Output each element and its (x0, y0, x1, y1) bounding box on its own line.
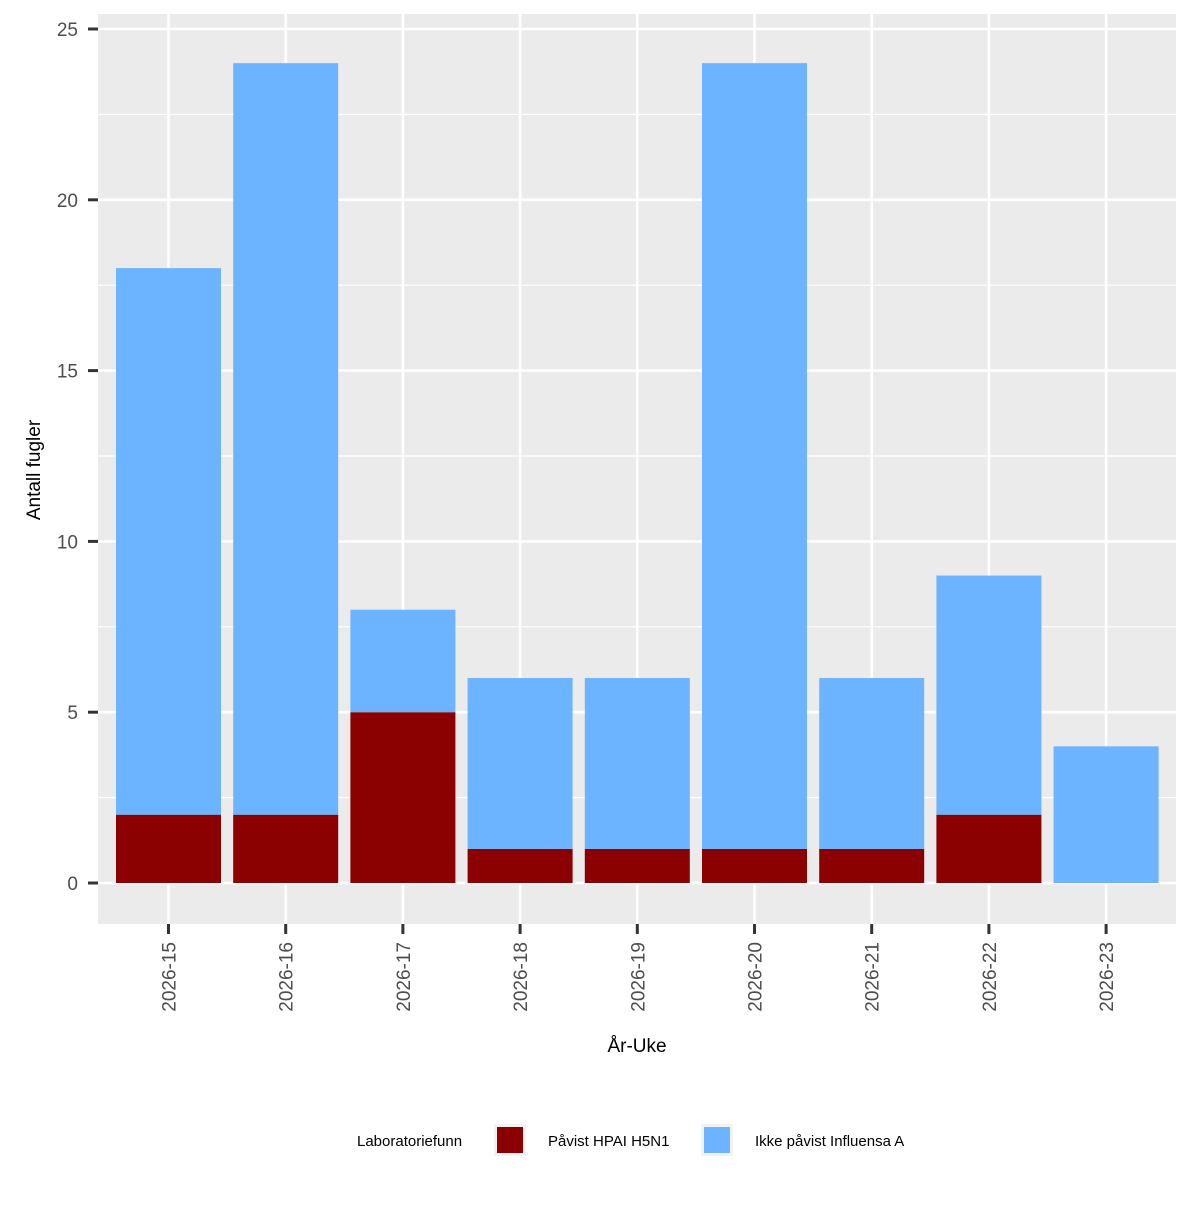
bar-segment-2026-17-s1 (350, 609, 456, 713)
x-tick-label: 2026-17 (394, 942, 415, 1012)
bar-segment-2026-22-s0 (936, 814, 1042, 883)
x-tick-label: 2026-16 (277, 942, 298, 1012)
legend-title: Laboratoriefunn (357, 1133, 462, 1150)
bar-segment-2026-17-s0 (350, 712, 456, 883)
legend: Laboratoriefunn Påvist HPAI H5N1 Ikke på… (357, 1124, 904, 1156)
bars (116, 63, 1159, 883)
x-axis: 2026-15 2026-16 2026-17 2026-18 2026-19 2026-… (160, 924, 1118, 1012)
bar-segment-2026-18-s0 (467, 848, 573, 883)
y-tick-label: 5 (67, 703, 78, 724)
y-tick-label: 10 (57, 532, 78, 553)
y-tick-label: 0 (67, 874, 78, 895)
bar-segment-2026-20-s0 (702, 848, 807, 883)
y-axis: 0 5 10 15 20 25 (57, 20, 98, 895)
bar-segment-2026-20-s1 (702, 63, 807, 849)
x-tick-label: 2026-20 (746, 942, 767, 1012)
legend-swatch-pavist-hpai (497, 1127, 523, 1153)
legend-label-ikke-pavist: Ikke påvist Influensa A (755, 1133, 904, 1150)
bar-segment-2026-19-s1 (584, 678, 690, 849)
x-tick-label: 2026-21 (863, 942, 884, 1012)
bar-segment-2026-21-s0 (819, 848, 925, 883)
x-tick-label: 2026-15 (160, 942, 181, 1012)
bar-segment-2026-16-s1 (233, 63, 339, 815)
x-tick-label: 2026-19 (628, 942, 649, 1012)
y-axis-title: Antall fugler (24, 419, 45, 520)
bar-segment-2026-21-s1 (819, 678, 925, 849)
bar-segment-2026-19-s0 (584, 848, 690, 883)
x-axis-title: År-Uke (607, 1036, 666, 1057)
y-tick-label: 20 (57, 191, 78, 212)
y-tick-label: 15 (57, 362, 78, 383)
bar-segment-2026-15-s1 (116, 268, 221, 815)
legend-label-pavist-hpai: Påvist HPAI H5N1 (548, 1133, 669, 1150)
bar-segment-2026-18-s1 (467, 678, 573, 849)
x-tick-label: 2026-22 (980, 942, 1001, 1012)
bar-segment-2026-16-s0 (233, 814, 339, 883)
bar-segment-2026-23-s1 (1053, 746, 1159, 883)
bar-segment-2026-22-s1 (936, 575, 1042, 815)
x-tick-label: 2026-23 (1097, 942, 1118, 1012)
x-tick-label: 2026-18 (511, 942, 532, 1012)
legend-swatch-ikke-pavist (704, 1127, 730, 1153)
bar-segment-2026-15-s0 (116, 814, 221, 883)
y-tick-label: 25 (57, 20, 78, 41)
